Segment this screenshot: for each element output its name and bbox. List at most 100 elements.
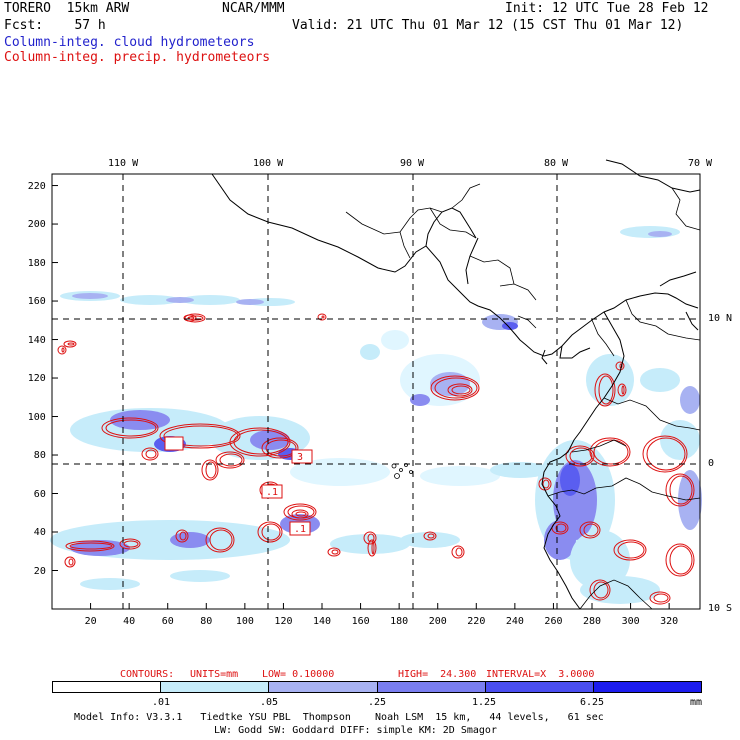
lon-label-80w: 80 W bbox=[544, 158, 569, 169]
footer-model-info: Model Info: V3.3.1 Tiedtke YSU PBL Thomp… bbox=[74, 712, 604, 723]
cloud-blob bbox=[410, 394, 430, 406]
cloud-blob bbox=[70, 408, 230, 452]
precip-contour-ring bbox=[175, 529, 189, 543]
init-time: Init: 12 UTC Tue 28 Feb 12 bbox=[505, 1, 709, 16]
cloud-blob bbox=[70, 540, 130, 556]
footer-physics: LW: Godd SW: Goddard DIFF: simple KM: 2D… bbox=[214, 725, 497, 736]
y-tick-label: 40 bbox=[33, 527, 46, 538]
precip-contour-ring bbox=[141, 447, 159, 461]
cloud-blob bbox=[166, 297, 194, 303]
precip-contour-ring bbox=[69, 542, 113, 550]
precip-contour-ring bbox=[123, 540, 139, 548]
precip-contour-ring bbox=[61, 347, 65, 353]
precip-contour-ring bbox=[589, 579, 611, 601]
cloud-blob bbox=[72, 293, 108, 299]
x-tick-label: 200 bbox=[428, 616, 447, 627]
precip-contour-ring bbox=[265, 439, 297, 457]
x-tick-label: 80 bbox=[200, 616, 213, 627]
colorbar-label-05: .05 bbox=[260, 697, 279, 708]
lat-label-10n: 10 N bbox=[708, 313, 733, 324]
cloud-blob bbox=[120, 295, 180, 305]
precip-contour-ring bbox=[669, 545, 693, 575]
colorbar-bin-6 bbox=[593, 682, 702, 692]
x-tick-label: 180 bbox=[390, 616, 409, 627]
precip-contour-ring bbox=[555, 523, 567, 533]
precip-contour-ring bbox=[642, 435, 688, 473]
precip-contour-ring bbox=[261, 437, 299, 459]
y-tick-label: 80 bbox=[33, 450, 46, 462]
cloud-blob bbox=[620, 226, 680, 238]
precip-contour-ring bbox=[209, 529, 233, 551]
cloud-blob bbox=[290, 458, 390, 486]
precip-contour-ring bbox=[621, 385, 625, 395]
precip-contour-ring bbox=[183, 314, 197, 322]
precip-contour-ring bbox=[205, 527, 235, 553]
precip-contour-ring bbox=[613, 539, 647, 561]
x-tick-label: 220 bbox=[467, 616, 486, 627]
cloud-blob bbox=[660, 420, 700, 460]
precip-contour-ring bbox=[665, 473, 695, 507]
lon-label-70w: 70 W bbox=[688, 158, 713, 169]
colorbar-units: mm bbox=[690, 697, 703, 708]
precip-contour-ring bbox=[423, 531, 437, 541]
precip-contour-ring bbox=[598, 375, 614, 405]
precip-contour-ring bbox=[187, 316, 195, 320]
precip-contour-ring bbox=[542, 479, 550, 489]
cloud-blob bbox=[360, 344, 380, 360]
precip-contour-ring bbox=[583, 523, 599, 537]
precip-contour-ring bbox=[430, 375, 480, 401]
contour-label-boxes: 3 .1 .1 bbox=[164, 436, 313, 536]
precip-contour-ring bbox=[184, 313, 206, 323]
cloud-blob bbox=[680, 386, 700, 414]
precip-contour-ring bbox=[283, 503, 317, 521]
cloud-blob bbox=[420, 466, 500, 486]
precip-contour-ring bbox=[649, 591, 671, 605]
precip-contour-ring bbox=[579, 521, 601, 539]
precip-contour-ring bbox=[455, 547, 463, 557]
precip-contour-ring bbox=[427, 533, 435, 539]
cloud-blob bbox=[381, 330, 409, 350]
cloud-field-title: Column-integ. cloud hydrometeors bbox=[4, 35, 255, 50]
country-borders bbox=[345, 183, 701, 610]
cloud-blob bbox=[640, 368, 680, 392]
precip-contour-ring bbox=[669, 475, 693, 505]
precip-contour-ring bbox=[291, 509, 309, 519]
precip-contour-ring bbox=[617, 541, 645, 559]
precip-contour-ring bbox=[64, 556, 76, 568]
precip-contour-ring bbox=[101, 417, 159, 439]
svg-text:3: 3 bbox=[297, 452, 303, 463]
org-label: NCAR/MMM bbox=[222, 1, 285, 16]
coastlines bbox=[211, 159, 701, 610]
precip-contour-ring bbox=[646, 437, 686, 471]
lon-label-100w: 100 W bbox=[253, 158, 284, 169]
contour-box bbox=[164, 436, 184, 451]
precip-field-title: Column-integ. precip. hydrometeors bbox=[4, 50, 271, 65]
precip-contour-ring bbox=[105, 419, 157, 437]
x-tick-label: 140 bbox=[313, 616, 332, 627]
cloud-blob bbox=[180, 295, 240, 305]
cloud-blob bbox=[170, 570, 230, 582]
cloud-blob bbox=[560, 464, 580, 496]
colorbar-bin-1 bbox=[53, 682, 162, 692]
lat-label-0: 0 bbox=[708, 458, 715, 469]
y-tick-label: 120 bbox=[27, 373, 46, 385]
precip-contour-ring bbox=[617, 383, 627, 397]
colorbar-label-25: .25 bbox=[368, 697, 387, 708]
colorbar-bin-4 bbox=[377, 682, 486, 692]
precip-contour-ring bbox=[367, 533, 375, 543]
colorbar-bin-3 bbox=[269, 682, 378, 692]
lat-lon-grid bbox=[52, 174, 700, 609]
precip-contour-ring bbox=[201, 459, 219, 481]
precip-contour-ring bbox=[57, 345, 67, 355]
colorbar-label-125: 1.25 bbox=[472, 697, 497, 708]
x-tick-label: 160 bbox=[351, 616, 370, 627]
colorbar-bin-5 bbox=[485, 682, 594, 692]
precip-contour-ring bbox=[434, 377, 478, 399]
precip-contour-ring bbox=[317, 313, 327, 321]
y-tick-label: 180 bbox=[27, 257, 46, 269]
svg-text:.1: .1 bbox=[266, 487, 278, 498]
precip-contour-ring bbox=[65, 540, 115, 552]
precip-contour-ring bbox=[665, 543, 695, 577]
colorbar-bin-2 bbox=[161, 682, 270, 692]
